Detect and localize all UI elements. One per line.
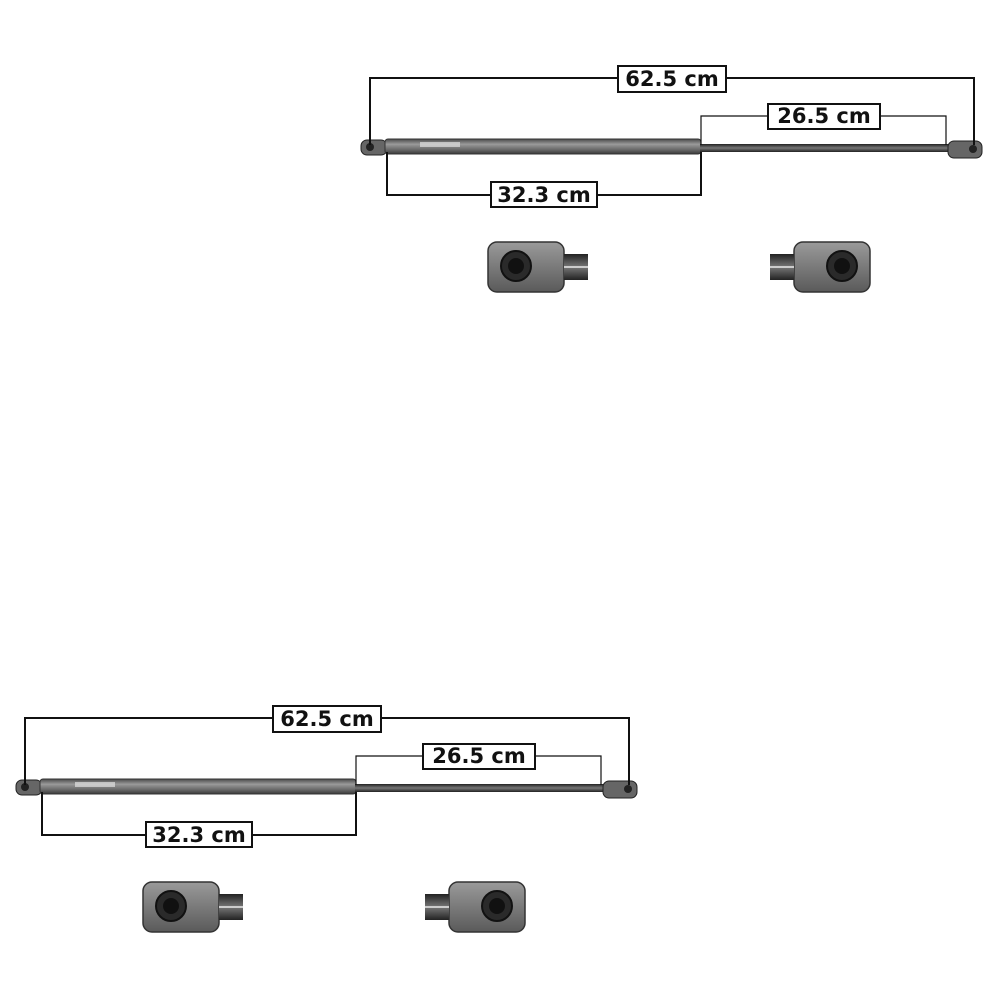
end-fitting-detail-left <box>487 241 589 293</box>
body-length-label: 32.3 cm <box>497 183 590 207</box>
dimension-overall: 62.5 cm <box>369 65 975 145</box>
dimension-rod: 26.5 cm <box>700 103 947 145</box>
rod-length-label: 26.5 cm <box>777 104 870 128</box>
body-length-label: 32.3 cm <box>152 823 245 847</box>
overall-length-label: 62.5 cm <box>280 707 373 731</box>
strut-left-end-fitting <box>360 139 388 156</box>
end-fitting-detail-left <box>142 881 244 933</box>
strut-piston-rod <box>700 144 952 152</box>
dimension-body: 32.3 cm <box>41 792 357 848</box>
strut-assembly-1: 62.5 cm 26.5 cm 32.3 cm <box>360 65 983 293</box>
dimension-body: 32.3 cm <box>386 152 702 208</box>
dimension-overall: 62.5 cm <box>24 705 630 785</box>
strut-assembly-2: 62.5 cm 26.5 cm 32.3 cm <box>15 705 638 933</box>
end-fitting-detail-right <box>424 881 526 933</box>
strut-left-end-fitting <box>15 779 43 796</box>
end-fitting-detail-right <box>769 241 871 293</box>
overall-length-label: 62.5 cm <box>625 67 718 91</box>
gas-strut <box>360 138 983 159</box>
dimension-rod: 26.5 cm <box>355 743 602 785</box>
gas-strut <box>15 778 638 799</box>
rod-length-label: 26.5 cm <box>432 744 525 768</box>
strut-piston-rod <box>355 784 607 792</box>
